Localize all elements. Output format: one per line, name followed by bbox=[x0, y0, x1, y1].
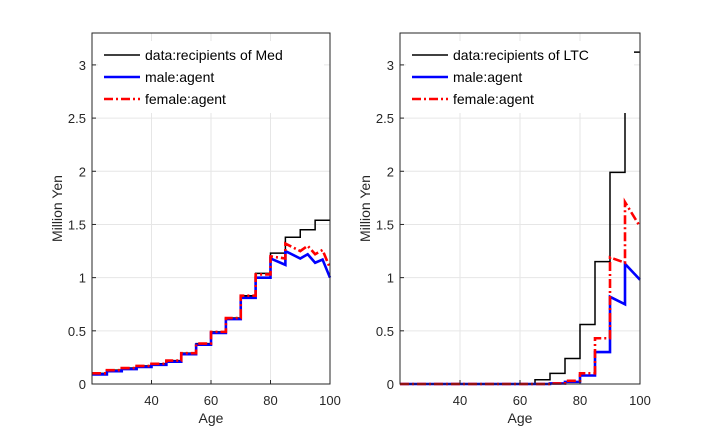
x-tick-label: 40 bbox=[144, 393, 158, 408]
series-line-1 bbox=[400, 51, 640, 385]
y-tick-label: 1.5 bbox=[376, 217, 394, 232]
y-axis-label: Million Yen bbox=[49, 175, 65, 242]
chart-panel-2: 40 60 80 100 0 0.5 1 1.5 2 2.5 3 Age Million Yen data… bbox=[357, 32, 651, 426]
legend-label-2: male:agent bbox=[453, 69, 522, 85]
y-tick-label: 0.5 bbox=[68, 324, 86, 339]
y-tick-label: 3 bbox=[387, 58, 394, 73]
x-axis-label: Age bbox=[508, 410, 533, 426]
legend-label-1: data:recipients of Med bbox=[145, 47, 283, 63]
legend-label-3: female:agent bbox=[145, 91, 226, 107]
x-tick-label: 100 bbox=[629, 393, 651, 408]
y-tick-label: 2 bbox=[79, 164, 86, 179]
x-axis-label: Age bbox=[199, 410, 224, 426]
x-tick-label: 100 bbox=[319, 393, 341, 408]
legend-label-3: female:agent bbox=[453, 91, 534, 107]
series-line-3 bbox=[92, 241, 332, 375]
x-tick-label: 80 bbox=[263, 393, 277, 408]
y-axis-label: Million Yen bbox=[357, 175, 373, 242]
y-tick-label: 1 bbox=[387, 271, 394, 286]
x-tick-label: 80 bbox=[573, 393, 587, 408]
y-tick-label: 0 bbox=[79, 377, 86, 392]
x-tick-label: 60 bbox=[204, 393, 218, 408]
y-tick-label: 3 bbox=[79, 58, 86, 73]
legend-label-1: data:recipients of LTC bbox=[453, 47, 589, 63]
y-tick-label: 0.5 bbox=[376, 324, 394, 339]
chart-panel-1: 40 60 80 100 0 0.5 1 1.5 2 2.5 3 Age Million Yen data… bbox=[49, 32, 341, 426]
y-tick-label: 2 bbox=[387, 164, 394, 179]
legend-label-2: male:agent bbox=[145, 69, 214, 85]
x-tick-label: 40 bbox=[453, 393, 467, 408]
y-tick-label: 2.5 bbox=[376, 111, 394, 126]
y-tick-label: 1.5 bbox=[68, 217, 86, 232]
y-tick-label: 2.5 bbox=[68, 111, 86, 126]
series-line-3 bbox=[400, 197, 642, 386]
y-tick-label: 0 bbox=[387, 377, 394, 392]
y-tick-label: 1 bbox=[79, 271, 86, 286]
x-tick-label: 60 bbox=[513, 393, 527, 408]
